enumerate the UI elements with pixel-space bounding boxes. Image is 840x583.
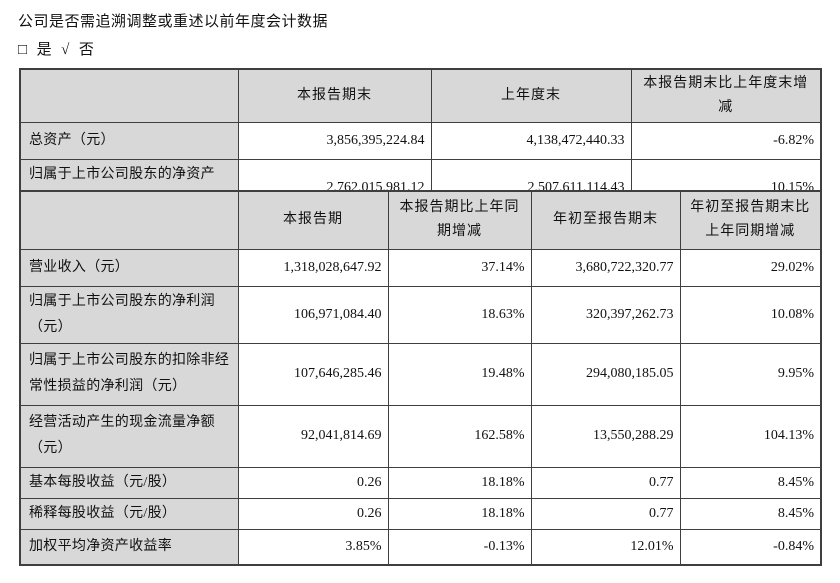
table-row: 营业收入（元） 1,318,028,647.92 37.14% 3,680,72…: [19, 248, 822, 287]
row-label-total-assets: 总资产（元）: [19, 122, 239, 160]
value-cell: 107,646,285.46: [237, 342, 389, 406]
table-row: 基本每股收益（元/股） 0.26 18.18% 0.77 8.45%: [19, 466, 822, 499]
yes-no-answer-line: □ 是 √ 否: [18, 38, 103, 59]
value-cell: 3,680,722,320.77: [530, 248, 681, 287]
value-cell: 19.48%: [387, 342, 532, 406]
checkbox-unchecked-icon: □: [18, 42, 28, 58]
header-cell-year-to-date: 年初至报告期末: [530, 190, 681, 250]
restatement-question: 公司是否需追溯调整或重述以前年度会计数据: [18, 14, 329, 30]
value-cell: 8.45%: [679, 497, 822, 530]
row-label-net-profit-excl-nonrecurring: 归属于上市公司股东的扣除非经常性损益的净利润（元）: [19, 342, 239, 406]
row-label-basic-eps: 基本每股收益（元/股）: [19, 466, 239, 499]
value-cell: 320,397,262.73: [530, 285, 681, 344]
header-cell-prior-year-end: 上年度末: [430, 68, 632, 123]
value-cell: 12.01%: [530, 528, 681, 566]
value-cell: 0.26: [237, 466, 389, 499]
row-label-diluted-eps: 稀释每股收益（元/股）: [19, 497, 239, 530]
no-label: 否: [78, 42, 95, 58]
table-row: 加权平均净资产收益率 3.85% -0.13% 12.01% -0.84%: [19, 528, 822, 566]
value-cell: -0.84%: [679, 528, 822, 566]
value-cell: 29.02%: [679, 248, 822, 287]
value-cell: -0.13%: [387, 528, 532, 566]
header-cell-empty: [19, 190, 239, 250]
row-label-operating-cash-flow: 经营活动产生的现金流量净额（元）: [19, 404, 239, 468]
header-cell-change-vs-same-period: 本报告期比上年同期增减: [387, 190, 532, 250]
header-cell-current-period: 本报告期: [237, 190, 389, 250]
header-cell-change-vs-prior-year-end: 本报告期末比上年度末增减: [630, 68, 822, 123]
value-cell: 13,550,288.29: [530, 404, 681, 468]
value-cell: 0.77: [530, 497, 681, 530]
table-row: 经营活动产生的现金流量净额（元） 92,041,814.69 162.58% 1…: [19, 404, 822, 468]
table-row: 归属于上市公司股东的扣除非经常性损益的净利润（元） 107,646,285.46…: [19, 342, 822, 406]
value-cell: 18.18%: [387, 466, 532, 499]
checkmark-icon: √: [61, 42, 70, 58]
value-cell: 37.14%: [387, 248, 532, 287]
value-cell: 18.18%: [387, 497, 532, 530]
row-label-weighted-avg-roe: 加权平均净资产收益率: [19, 528, 239, 566]
table-row: 归属于上市公司股东的净利润（元） 106,971,084.40 18.63% 3…: [19, 285, 822, 344]
value-cell: 106,971,084.40: [237, 285, 389, 344]
table-header-row: 本报告期 本报告期比上年同期增减 年初至报告期末 年初至报告期末比上年同期增减: [19, 190, 822, 250]
row-label-net-profit: 归属于上市公司股东的净利润（元）: [19, 285, 239, 344]
value-cell: 8.45%: [679, 466, 822, 499]
header-cell-ytd-change: 年初至报告期末比上年同期增减: [679, 190, 822, 250]
row-label-operating-revenue: 营业收入（元）: [19, 248, 239, 287]
value-cell: 104.13%: [679, 404, 822, 468]
table-row: 总资产（元） 3,856,395,224.84 4,138,472,440.33…: [19, 122, 822, 160]
value-cell: 294,080,185.05: [530, 342, 681, 406]
value-cell: 4,138,472,440.33: [430, 122, 632, 160]
header-cell-empty: [19, 68, 239, 123]
table-row: 稀释每股收益（元/股） 0.26 18.18% 0.77 8.45%: [19, 497, 822, 530]
value-cell: -6.82%: [630, 122, 822, 160]
yes-label: 是: [36, 42, 53, 58]
value-cell: 9.95%: [679, 342, 822, 406]
value-cell: 3.85%: [237, 528, 389, 566]
header-cell-current-period-end: 本报告期末: [237, 68, 432, 123]
value-cell: 162.58%: [387, 404, 532, 468]
value-cell: 92,041,814.69: [237, 404, 389, 468]
value-cell: 18.63%: [387, 285, 532, 344]
value-cell: 0.26: [237, 497, 389, 530]
value-cell: 3,856,395,224.84: [237, 122, 432, 160]
value-cell: 10.08%: [679, 285, 822, 344]
value-cell: 1,318,028,647.92: [237, 248, 389, 287]
table-header-row: 本报告期末 上年度末 本报告期末比上年度末增减: [19, 68, 822, 123]
value-cell: 0.77: [530, 466, 681, 499]
reporting-period-table: 本报告期 本报告期比上年同期增减 年初至报告期末 年初至报告期末比上年同期增减 …: [19, 190, 822, 566]
